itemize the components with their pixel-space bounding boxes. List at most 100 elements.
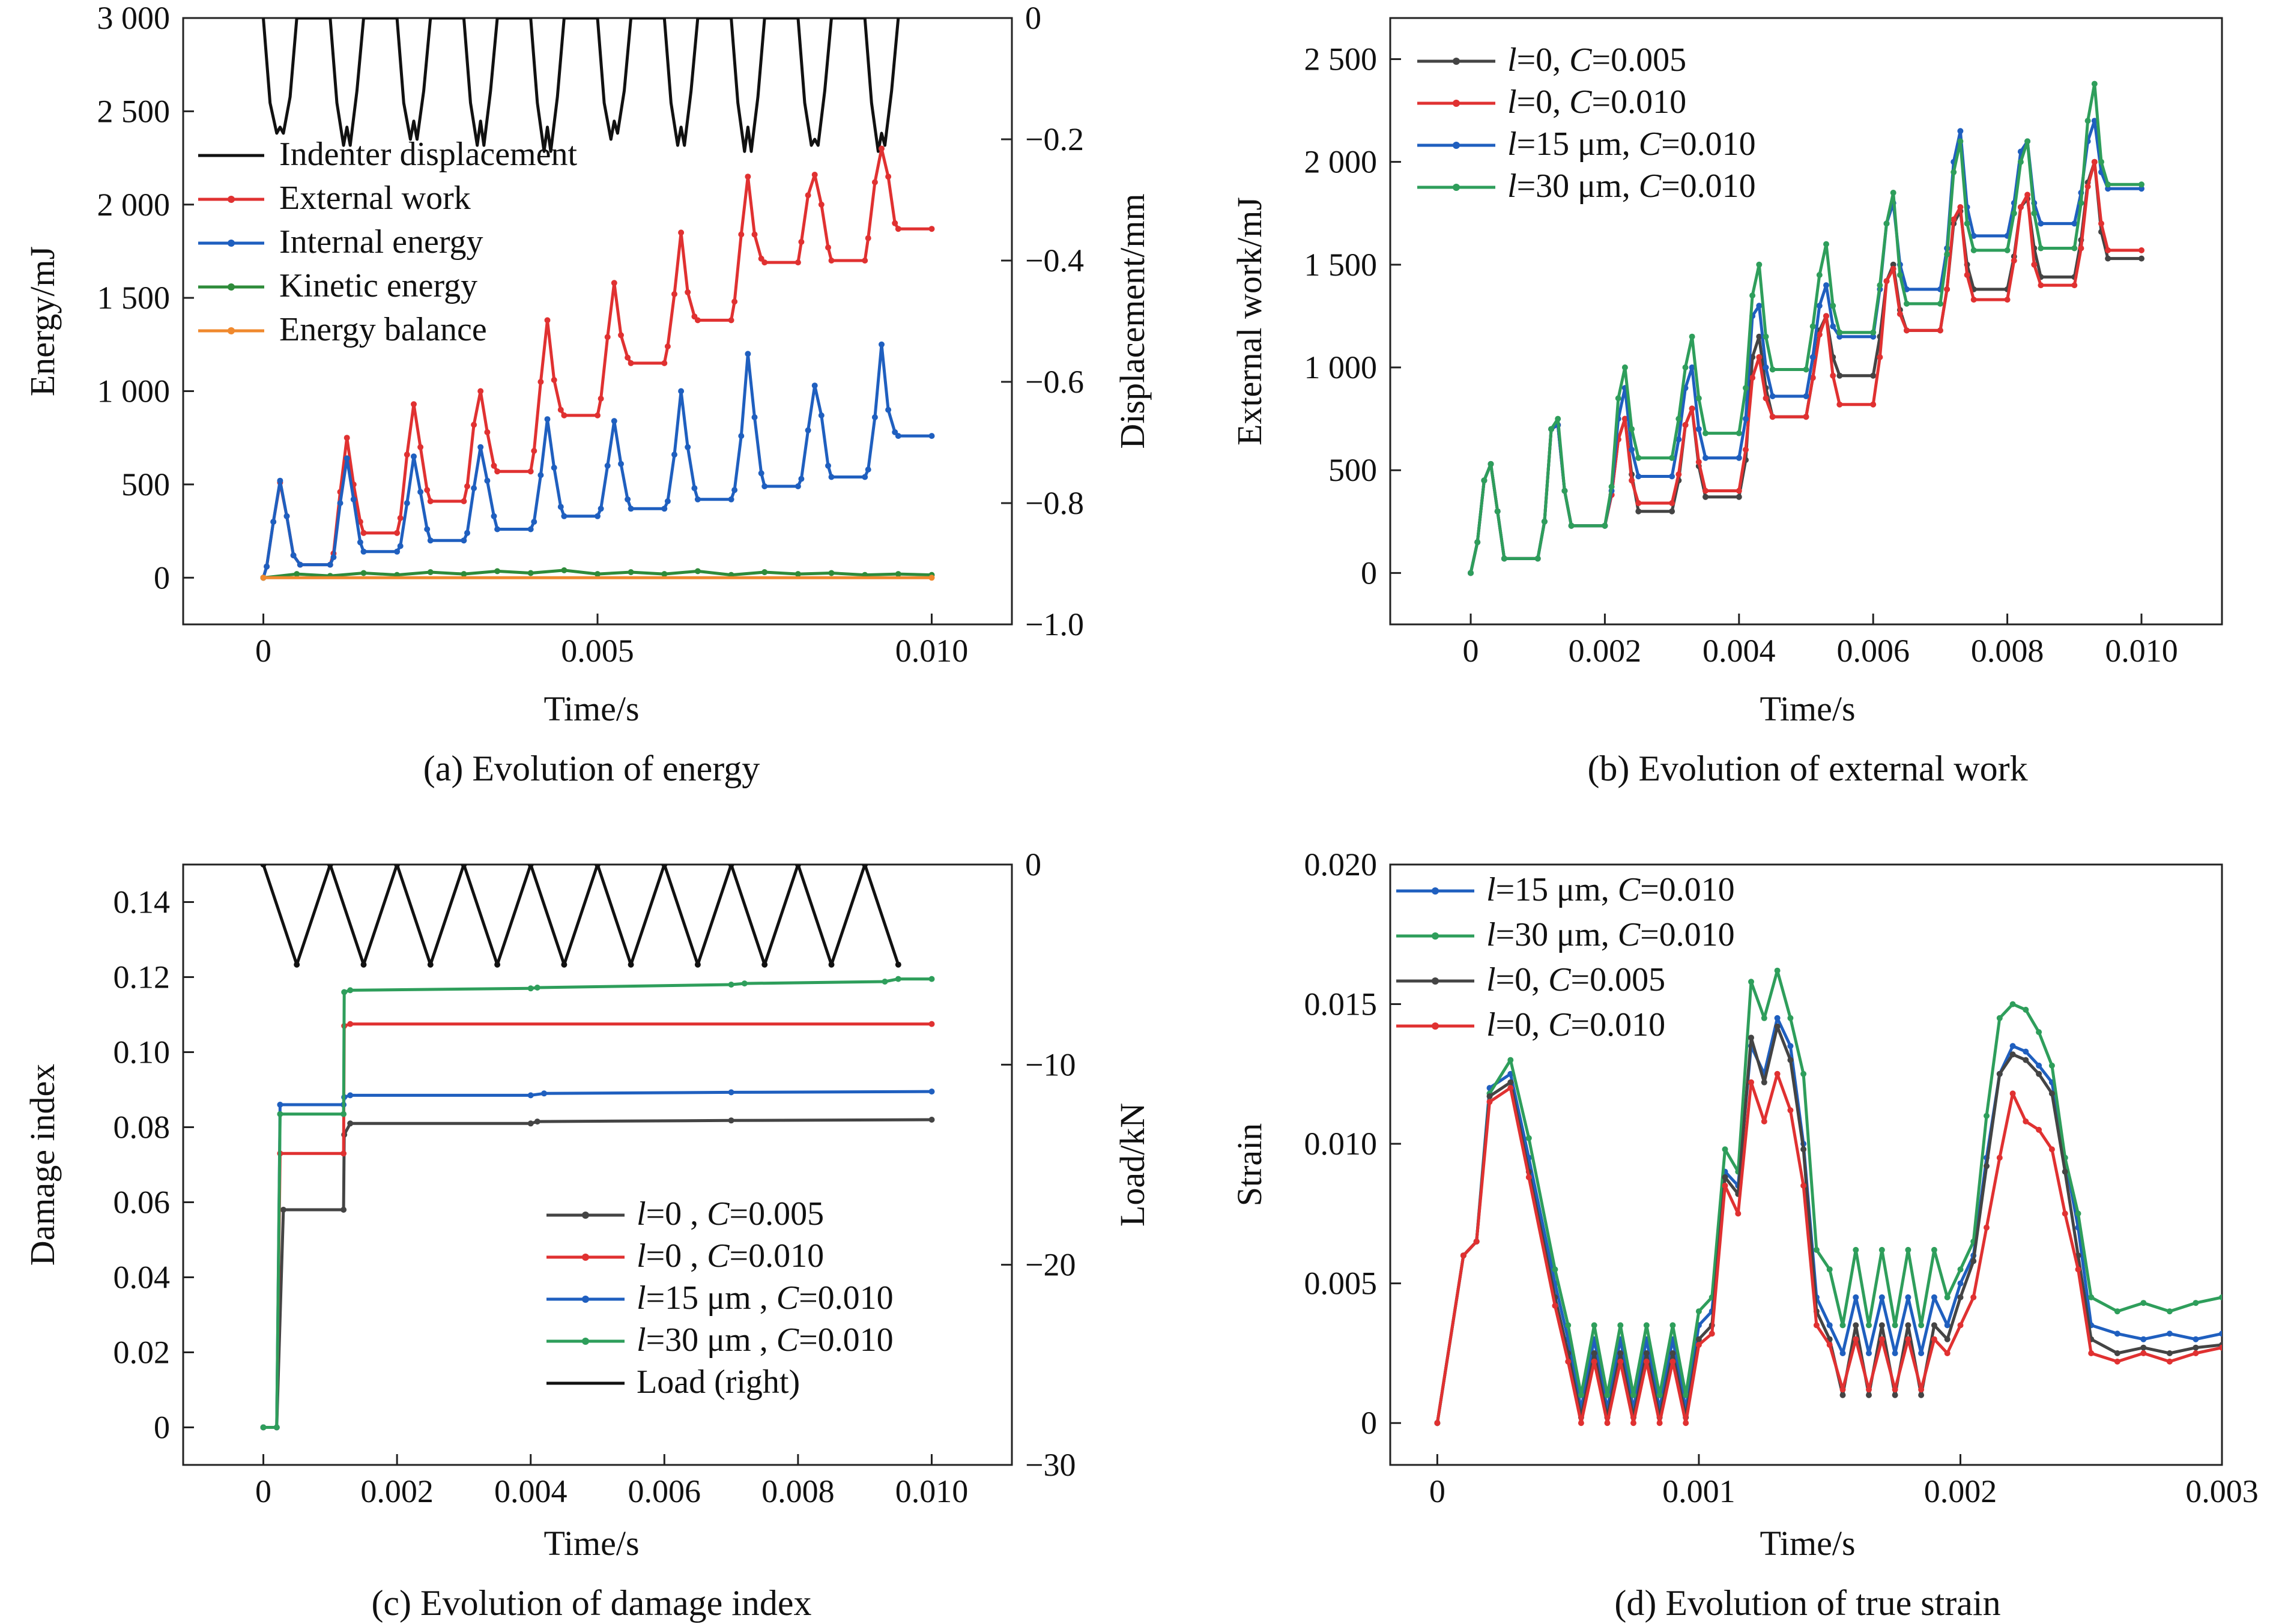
data-point bbox=[264, 563, 270, 570]
legend-marker bbox=[1432, 887, 1439, 895]
data-point bbox=[1836, 401, 1843, 408]
data-point bbox=[1957, 1266, 1964, 1273]
data-point bbox=[1743, 415, 1749, 422]
legend-label: l=30 μm , C=0.010 bbox=[637, 1321, 894, 1359]
panel-caption: (a) Evolution of energy bbox=[423, 749, 760, 788]
x-tick-label: 0.008 bbox=[1971, 633, 2044, 669]
data-point bbox=[1507, 1085, 1514, 1091]
data-point bbox=[2075, 1266, 2081, 1273]
x-tick-label: 0.006 bbox=[628, 1473, 701, 1509]
data-point bbox=[685, 289, 691, 295]
data-point bbox=[2098, 220, 2104, 227]
data-point bbox=[731, 487, 738, 494]
data-point bbox=[347, 1120, 354, 1127]
panel-c: 0 0.002 0.004 0.006 0.008 0.010 0 0.02 0.04 0.06 0… bbox=[23, 847, 1152, 1623]
data-point bbox=[2193, 1336, 2199, 1342]
data-point bbox=[1630, 1420, 1636, 1426]
data-point bbox=[561, 961, 568, 968]
data-point bbox=[2004, 297, 2011, 303]
data-point bbox=[527, 1092, 534, 1099]
data-point bbox=[1853, 1246, 1859, 1253]
data-point bbox=[2009, 1051, 2016, 1058]
data-point bbox=[1695, 1336, 1702, 1342]
data-point bbox=[1695, 426, 1702, 432]
data-point bbox=[1709, 1330, 1715, 1337]
data-point bbox=[2031, 210, 2038, 217]
data-point bbox=[895, 226, 901, 232]
data-point bbox=[1761, 1079, 1767, 1085]
data-point bbox=[2219, 1344, 2222, 1351]
data-point bbox=[283, 513, 290, 519]
data-point bbox=[350, 496, 357, 503]
data-point bbox=[2091, 80, 2098, 87]
data-point bbox=[1761, 1118, 1767, 1124]
data-point bbox=[1866, 1322, 1872, 1329]
data-point bbox=[1800, 1146, 1807, 1153]
data-point bbox=[1656, 1420, 1663, 1426]
y2-tick-label: −10 bbox=[1025, 1046, 1076, 1082]
data-point bbox=[461, 498, 467, 504]
data-point bbox=[1756, 354, 1763, 360]
y-tick-label: 500 bbox=[121, 466, 170, 503]
data-point bbox=[1957, 138, 1964, 145]
data-point bbox=[1669, 1358, 1676, 1365]
data-point bbox=[494, 568, 501, 575]
data-point bbox=[1525, 1135, 1532, 1141]
data-point bbox=[694, 568, 701, 575]
x-tick-label: 0.004 bbox=[494, 1473, 568, 1509]
x-tick-label: 0.003 bbox=[2185, 1473, 2259, 1509]
legend-label: l=0 , C=0.005 bbox=[637, 1195, 824, 1233]
data-point bbox=[1669, 1322, 1676, 1329]
data-point bbox=[2038, 245, 2044, 252]
y2-tick-label: −0.2 bbox=[1025, 121, 1084, 157]
data-point bbox=[1486, 1099, 1493, 1105]
data-point bbox=[1635, 508, 1642, 515]
data-point bbox=[1568, 522, 1575, 529]
plot-frame bbox=[1389, 17, 2223, 626]
data-point bbox=[1878, 1294, 1885, 1300]
x-axis-label: Time/s bbox=[543, 1524, 639, 1563]
data-point bbox=[618, 332, 624, 339]
y2-tick-label: −30 bbox=[1025, 1447, 1076, 1483]
data-point bbox=[2140, 1336, 2147, 1342]
data-point bbox=[1870, 329, 1877, 336]
series-line-1 bbox=[263, 1118, 932, 1429]
data-point bbox=[2138, 186, 2144, 192]
data-point bbox=[928, 1117, 935, 1123]
data-point bbox=[1877, 282, 1883, 289]
data-point bbox=[2166, 1308, 2173, 1315]
data-point bbox=[2062, 1168, 2068, 1175]
data-point bbox=[1749, 292, 1756, 299]
legend-label: l=0 , C=0.010 bbox=[637, 1237, 824, 1275]
legend-marker bbox=[1453, 142, 1460, 149]
y2-axis-label: Load/kN bbox=[1113, 1103, 1152, 1227]
x-tick-label: 0.006 bbox=[1836, 633, 1910, 669]
data-point bbox=[1630, 1392, 1636, 1398]
data-point bbox=[340, 1207, 347, 1213]
data-point bbox=[1809, 354, 1816, 360]
data-point bbox=[694, 961, 701, 968]
data-point bbox=[825, 462, 831, 469]
data-point bbox=[2062, 1210, 2068, 1217]
data-point bbox=[394, 530, 401, 536]
data-point bbox=[1944, 1322, 1951, 1329]
data-point bbox=[491, 462, 497, 469]
series-line-1 bbox=[1435, 1016, 2222, 1423]
data-point bbox=[427, 961, 434, 968]
y-tick-label: 2 000 bbox=[97, 187, 171, 223]
data-point bbox=[1970, 1258, 1977, 1264]
data-point bbox=[1836, 333, 1843, 340]
data-point bbox=[347, 987, 354, 994]
data-point bbox=[461, 865, 467, 868]
data-point bbox=[694, 317, 701, 324]
data-point bbox=[1970, 1294, 1977, 1300]
data-point bbox=[360, 530, 367, 536]
data-point bbox=[551, 376, 557, 383]
data-point bbox=[1787, 1057, 1794, 1063]
data-point bbox=[297, 561, 303, 568]
x-tick-label: 0 bbox=[255, 633, 271, 669]
data-point bbox=[595, 571, 601, 578]
data-point bbox=[738, 231, 745, 238]
data-point bbox=[471, 485, 477, 492]
data-point bbox=[411, 401, 417, 408]
